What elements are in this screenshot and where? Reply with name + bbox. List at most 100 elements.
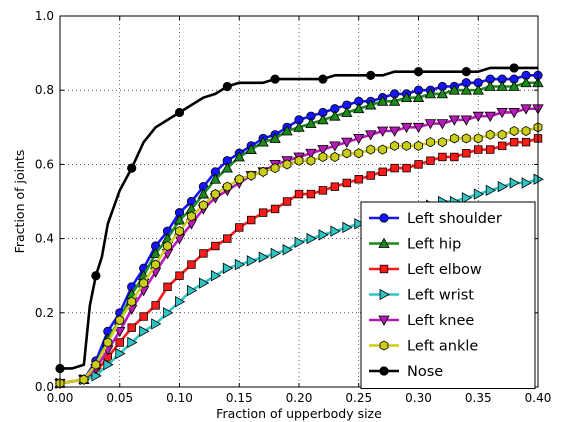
data-point-left-knee (376, 126, 389, 137)
data-point-left-hip (508, 80, 520, 91)
data-point-left-wrist (294, 236, 305, 248)
data-point-left-ankle (222, 181, 232, 192)
data-point-left-hip (436, 88, 449, 99)
x-tick-label: 0.25 (345, 391, 372, 405)
data-point-left-knee (341, 137, 353, 148)
legend-label: Left hip (407, 237, 461, 253)
data-point-left-hip (281, 125, 293, 136)
data-point-left-hip (496, 80, 508, 91)
data-point-left-wrist (151, 318, 162, 330)
data-point-left-ankle (426, 137, 435, 148)
legend-label: Left knee (407, 313, 474, 329)
data-point-left-hip (448, 84, 461, 95)
data-point-left-hip (424, 88, 437, 99)
data-point-left-elbow (521, 137, 531, 147)
data-point-left-elbow (306, 189, 316, 199)
data-point-left-elbow (497, 141, 507, 151)
series-line-left-knee (59, 107, 538, 385)
data-point-left-ankle (139, 278, 149, 289)
data-point-left-knee (400, 122, 413, 134)
data-point-left-ankle (461, 133, 471, 144)
data-point-left-ankle (342, 148, 352, 159)
y-tick-label: 0.2 (35, 306, 54, 320)
data-point-left-elbow (474, 145, 483, 154)
data-point-left-elbow (402, 163, 411, 173)
data-point-left-knee (329, 141, 341, 152)
data-point-left-wrist (258, 251, 269, 263)
data-point-left-elbow (414, 160, 423, 169)
data-point-left-knee (412, 122, 425, 134)
data-point-left-ankle (402, 140, 411, 151)
series-line-left-hip (59, 81, 538, 385)
legend-marker (379, 264, 389, 274)
data-point-left-wrist (103, 359, 114, 371)
data-point-left-knee (317, 145, 329, 156)
data-point-left-knee (484, 111, 496, 122)
data-point-left-elbow (366, 171, 375, 180)
data-point-left-elbow (378, 167, 387, 177)
y-tick-label: 0.0 (35, 380, 54, 394)
x-tick-label: 0.05 (106, 391, 133, 405)
data-point-left-ankle (210, 189, 220, 200)
data-point-left-ankle (509, 125, 519, 137)
data-point-left-elbow (354, 175, 363, 184)
x-tick-label: 0.35 (465, 391, 492, 405)
data-point-left-hip (293, 121, 305, 132)
data-point-left-knee (436, 119, 449, 130)
legend-entry: Nose (369, 364, 443, 380)
data-point-left-wrist (485, 184, 497, 197)
data-point-left-hip (520, 76, 532, 88)
data-point-left-ankle (318, 151, 328, 163)
data-point-left-ankle (449, 133, 459, 144)
data-point-left-wrist (163, 307, 174, 319)
data-point-left-ankle (258, 166, 268, 177)
x-tick-label: 0.10 (166, 391, 193, 405)
data-point-nose (366, 70, 376, 80)
data-point-left-hip (221, 162, 233, 173)
series-line-left-shoulder (59, 74, 538, 385)
data-point-left-wrist (139, 325, 150, 338)
data-point-left-wrist (342, 221, 353, 234)
data-point-left-wrist (234, 258, 246, 271)
data-point-left-elbow (139, 312, 148, 321)
data-point-left-ankle (306, 155, 316, 166)
data-point-left-hip (209, 173, 222, 184)
series-line-left-ankle (59, 126, 539, 385)
data-point-left-ankle (91, 359, 101, 370)
data-point-left-ankle (485, 129, 495, 140)
data-point-left-wrist (222, 262, 234, 274)
data-point-nose (461, 67, 471, 77)
data-point-left-ankle (187, 211, 196, 222)
legend-marker (378, 237, 390, 248)
x-tick-label: 0.15 (226, 391, 253, 405)
data-point-left-wrist (210, 270, 222, 282)
data-point-left-ankle (414, 140, 423, 151)
data-point-left-hip (317, 114, 329, 125)
data-point-left-elbow (199, 249, 208, 258)
data-point-left-hip (460, 84, 472, 95)
data-point-left-elbow (127, 323, 136, 332)
data-point-left-ankle (294, 155, 304, 166)
data-point-left-hip (376, 95, 389, 106)
ticks: 0.00 0.05 0.10 0.15 0.20 0.25 0.30 0.35 0.40 0.0 0… (35, 9, 551, 405)
data-point-left-hip (388, 95, 401, 106)
data-point-left-ankle (115, 315, 125, 326)
y-tick-label: 0.8 (35, 83, 54, 97)
x-tick-label: 0.30 (405, 391, 432, 405)
x-tick-label: 0.40 (525, 391, 552, 405)
data-point-left-wrist (318, 229, 329, 241)
data-point-left-hip (412, 91, 425, 103)
series-layer (54, 63, 544, 390)
data-point-left-wrist (354, 218, 365, 230)
data-point-nose (318, 74, 328, 84)
legend-marker (379, 213, 389, 223)
data-point-left-ankle (234, 174, 244, 185)
data-point-left-elbow (211, 241, 220, 251)
data-point-left-knee (460, 115, 472, 126)
data-point-left-ankle (127, 296, 137, 307)
series-line-left-elbow (59, 137, 539, 385)
data-point-left-ankle (521, 125, 531, 137)
data-point-left-ankle (246, 170, 256, 181)
data-point-left-wrist (497, 180, 508, 193)
data-point-left-wrist (198, 277, 210, 289)
